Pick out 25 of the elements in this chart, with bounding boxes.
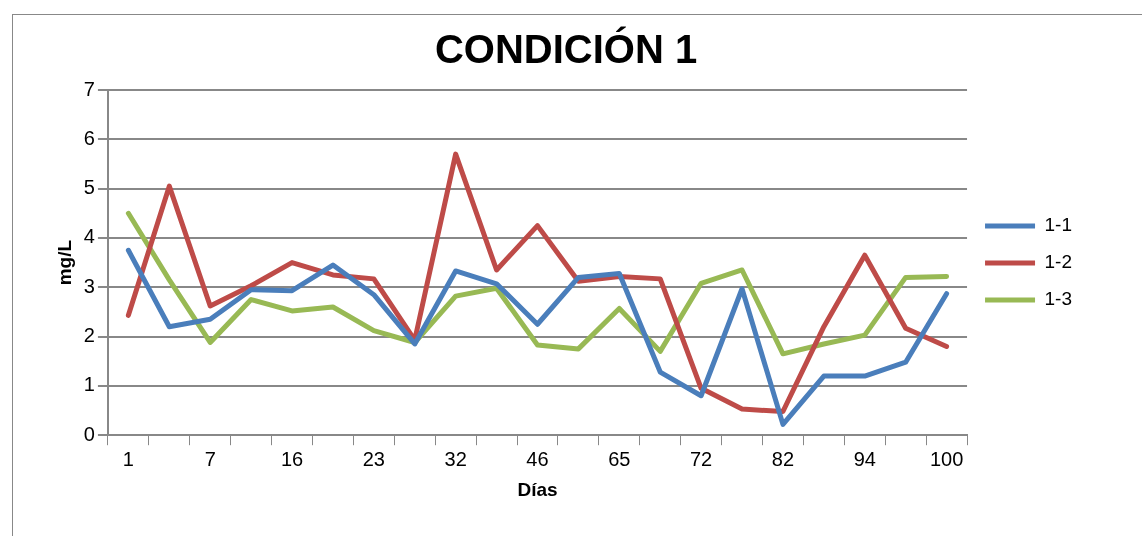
- x-tick-label: 65: [608, 447, 631, 470]
- y-tick-label: 5: [83, 176, 95, 199]
- legend-label: 1-3: [1044, 288, 1073, 310]
- legend-label: 1-2: [1044, 251, 1073, 273]
- x-tick-label: 46: [526, 447, 549, 470]
- x-tick-label: 94: [853, 447, 876, 470]
- x-tick-label: 100: [929, 447, 964, 470]
- x-tick-label: 32: [444, 447, 467, 470]
- y-tick-label: 0: [83, 422, 95, 445]
- x-axis-title: Días: [517, 478, 558, 500]
- x-tick-label: 7: [204, 447, 216, 470]
- y-axis-title: mg/L: [53, 239, 75, 286]
- legend-label: 1-1: [1044, 214, 1073, 236]
- y-tick-label: 1: [83, 373, 95, 396]
- y-tick-label: 3: [83, 274, 95, 297]
- x-tick-label: 1: [122, 447, 134, 470]
- y-tick-label: 6: [83, 126, 95, 149]
- y-tick-label: 4: [83, 225, 95, 248]
- y-tick-label: 7: [83, 77, 95, 100]
- chart-title: CONDICIÓN 1: [434, 26, 698, 72]
- x-tick-label: 82: [771, 447, 795, 470]
- x-tick-label: 72: [690, 447, 713, 470]
- x-tick-label: 23: [362, 447, 385, 470]
- y-tick-label: 2: [83, 324, 95, 347]
- x-tick-label: 16: [280, 447, 304, 470]
